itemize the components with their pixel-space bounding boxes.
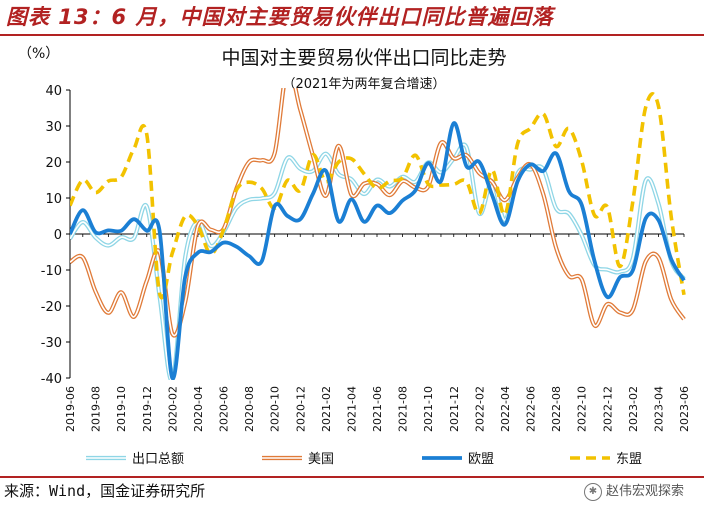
- x-tick-label: 2021-10: [422, 386, 435, 432]
- x-tick-label: 2023-06: [678, 386, 691, 432]
- series-united-states: [70, 88, 686, 338]
- series-line-asean: [70, 92, 686, 300]
- y-axis-unit-label: （%）: [18, 46, 59, 62]
- x-tick-label: 2020-06: [218, 386, 231, 432]
- y-tick-label: -30: [41, 336, 62, 351]
- legend-item-european-union: 欧盟: [422, 452, 494, 467]
- source-note: 来源：Wind，国金证券研究所: [4, 482, 206, 500]
- y-tick-label: -20: [41, 300, 62, 315]
- x-tick-label: 2019-12: [141, 386, 154, 432]
- series-layer: [70, 88, 686, 380]
- legend-label-united-states: 美国: [308, 452, 334, 467]
- x-tick-label: 2019-06: [64, 386, 77, 432]
- y-tick-label: 0: [54, 228, 62, 243]
- x-tick-label: 2020-04: [192, 386, 205, 432]
- legend: 出口总额 美国 欧盟 东盟: [86, 452, 642, 467]
- x-tick-label: 2022-10: [576, 386, 589, 432]
- y-tick-label: 30: [45, 120, 62, 135]
- legend-label-asean: 东盟: [616, 452, 642, 467]
- y-tick-label: 40: [45, 84, 62, 99]
- line-chart: 中国对主要贸易伙伴出口同比走势 （2021年为两年复合增速） （%） -40 -3…: [18, 46, 691, 467]
- watermark-text: 赵伟宏观探索: [605, 484, 684, 499]
- x-tick-label: 2022-04: [499, 386, 512, 432]
- x-tick-label: 2022-12: [601, 386, 614, 432]
- x-tick-label: 2022-02: [473, 386, 486, 432]
- x-tick-label: 2021-12: [448, 386, 461, 432]
- legend-item-asean: 东盟: [570, 452, 642, 467]
- x-tick-label: 2021-06: [371, 386, 384, 432]
- x-tick-label: 2020-12: [294, 386, 307, 432]
- series-asean: [70, 92, 686, 300]
- y-tick-label: 10: [45, 192, 62, 207]
- series-line-core-united-states: [70, 88, 685, 337]
- legend-item-total-exports: 出口总额: [86, 452, 184, 467]
- x-tick-label: 2019-10: [115, 386, 128, 432]
- figure-label: 图表 13：6 月，中国对主要贸易伙伴出口同比普遍回落: [6, 5, 554, 29]
- series-line-european-union: [70, 121, 686, 380]
- axis-layer: -40 -30 -20 -10 0 10 20 30 40 2019-06 2019-08 2019-…: [41, 84, 691, 432]
- x-tick-label: 2023-04: [652, 386, 665, 432]
- x-tick-label: 2021-08: [397, 386, 410, 432]
- y-tick-label: -10: [41, 264, 62, 279]
- y-tick-label: -40: [41, 372, 62, 387]
- bottom-rule: [0, 476, 704, 478]
- chart-subtitle: （2021年为两年复合增速）: [282, 77, 445, 92]
- legend-item-united-states: 美国: [262, 452, 334, 467]
- legend-label-european-union: 欧盟: [468, 452, 494, 467]
- x-tick-label: 2020-10: [269, 386, 282, 432]
- x-tick-label: 2020-02: [166, 386, 179, 432]
- chart-title: 中国对主要贸易伙伴出口同比走势: [221, 47, 506, 69]
- x-tick-label: 2021-04: [345, 386, 358, 432]
- x-tick-label: 2020-08: [243, 386, 256, 432]
- watermark: ✱ 赵伟宏观探索: [583, 480, 684, 504]
- y-tick-label: 20: [45, 156, 62, 171]
- legend-label-total-exports: 出口总额: [132, 452, 184, 467]
- x-tick-label: 2021-02: [320, 386, 333, 432]
- x-tick-label: 2022-06: [525, 386, 538, 432]
- x-tick-label: 2022-08: [550, 386, 563, 432]
- x-tick-label: 2023-02: [627, 386, 640, 432]
- top-rule: [0, 34, 704, 36]
- x-tick-label: 2019-08: [90, 386, 103, 432]
- wechat-icon: ✱: [583, 483, 602, 501]
- series-european-union: [70, 121, 686, 380]
